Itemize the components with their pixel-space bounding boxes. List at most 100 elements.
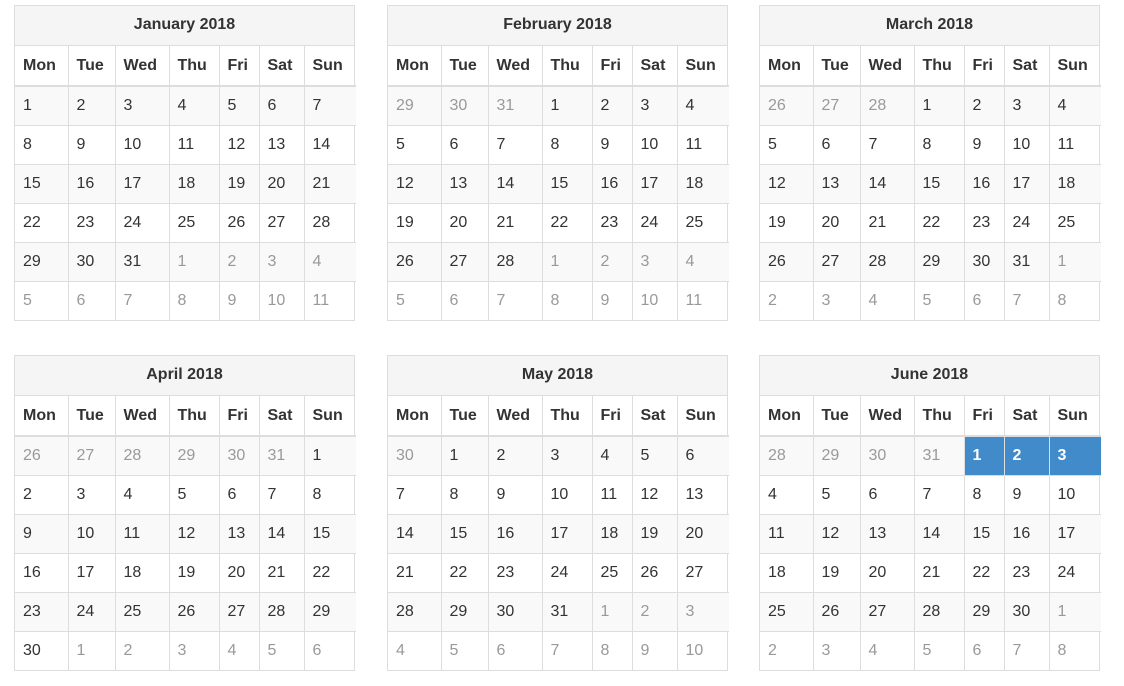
day-cell[interactable]: 2	[964, 86, 1005, 126]
day-cell[interactable]: 10	[68, 514, 116, 554]
day-cell[interactable]: 5	[15, 281, 69, 320]
day-cell[interactable]: 21	[860, 203, 915, 243]
day-cell[interactable]: 27	[441, 242, 489, 282]
day-cell[interactable]: 23	[592, 203, 633, 243]
day-cell[interactable]: 26	[760, 242, 814, 282]
day-cell[interactable]: 24	[68, 592, 116, 632]
day-cell[interactable]: 6	[964, 281, 1005, 320]
day-cell[interactable]: 28	[914, 592, 965, 632]
day-cell[interactable]: 25	[1049, 203, 1101, 243]
day-cell[interactable]: 3	[813, 281, 861, 320]
day-cell[interactable]: 1	[441, 436, 489, 476]
day-cell[interactable]: 29	[441, 592, 489, 632]
day-cell[interactable]: 5	[760, 125, 814, 165]
day-cell[interactable]: 5	[914, 631, 965, 670]
day-cell[interactable]: 4	[677, 86, 729, 126]
day-cell[interactable]: 5	[632, 436, 678, 476]
day-cell[interactable]: 12	[388, 164, 442, 204]
day-cell[interactable]: 22	[304, 553, 356, 593]
day-cell[interactable]: 8	[542, 125, 593, 165]
day-cell[interactable]: 26	[15, 436, 69, 476]
day-cell-selected[interactable]: 2	[1004, 436, 1050, 476]
day-cell[interactable]: 3	[259, 242, 305, 282]
day-cell-selected[interactable]: 1	[964, 436, 1005, 476]
day-cell[interactable]: 26	[760, 86, 814, 126]
day-cell[interactable]: 9	[592, 281, 633, 320]
day-cell[interactable]: 30	[1004, 592, 1050, 632]
day-cell[interactable]: 4	[388, 631, 442, 670]
day-cell[interactable]: 1	[15, 86, 69, 126]
day-cell[interactable]: 19	[813, 553, 861, 593]
day-cell[interactable]: 9	[68, 125, 116, 165]
day-cell[interactable]: 28	[115, 436, 170, 476]
day-cell[interactable]: 1	[169, 242, 220, 282]
day-cell[interactable]: 23	[68, 203, 116, 243]
day-cell[interactable]: 1	[1049, 242, 1101, 282]
day-cell[interactable]: 9	[964, 125, 1005, 165]
day-cell[interactable]: 26	[813, 592, 861, 632]
day-cell[interactable]: 29	[304, 592, 356, 632]
day-cell[interactable]: 24	[632, 203, 678, 243]
day-cell[interactable]: 6	[259, 86, 305, 126]
day-cell[interactable]: 13	[441, 164, 489, 204]
day-cell[interactable]: 25	[169, 203, 220, 243]
day-cell[interactable]: 20	[677, 514, 729, 554]
day-cell[interactable]: 2	[592, 242, 633, 282]
day-cell[interactable]: 24	[1049, 553, 1101, 593]
day-cell[interactable]: 17	[632, 164, 678, 204]
day-cell[interactable]: 30	[441, 86, 489, 126]
day-cell[interactable]: 7	[115, 281, 170, 320]
day-cell[interactable]: 4	[860, 631, 915, 670]
day-cell[interactable]: 4	[1049, 86, 1101, 126]
day-cell[interactable]: 31	[914, 436, 965, 476]
day-cell[interactable]: 6	[68, 281, 116, 320]
day-cell[interactable]: 2	[760, 631, 814, 670]
day-cell[interactable]: 28	[304, 203, 356, 243]
day-cell[interactable]: 9	[488, 475, 543, 515]
day-cell[interactable]: 19	[760, 203, 814, 243]
day-cell[interactable]: 11	[312, 291, 330, 309]
day-cell[interactable]: 6	[441, 281, 489, 320]
day-cell[interactable]: 17	[1004, 164, 1050, 204]
day-cell[interactable]: 18	[592, 514, 633, 554]
day-cell[interactable]: 26	[169, 592, 220, 632]
day-cell[interactable]: 15	[15, 164, 69, 204]
day-cell[interactable]: 28	[259, 592, 305, 632]
day-cell[interactable]: 12	[219, 125, 260, 165]
day-cell[interactable]: 11	[169, 125, 220, 165]
day-cell[interactable]: 31	[488, 86, 543, 126]
day-cell[interactable]: 22	[964, 553, 1005, 593]
day-cell[interactable]: 11	[592, 475, 633, 515]
day-cell[interactable]: 30	[488, 592, 543, 632]
day-cell[interactable]: 21	[388, 553, 442, 593]
day-cell[interactable]: 12	[813, 514, 861, 554]
day-cell[interactable]: 7	[488, 281, 543, 320]
day-cell[interactable]: 20	[860, 553, 915, 593]
day-cell[interactable]: 10	[115, 125, 170, 165]
day-cell[interactable]: 14	[388, 514, 442, 554]
day-cell[interactable]: 7	[542, 631, 593, 670]
day-cell[interactable]: 3	[169, 631, 220, 670]
day-cell[interactable]: 7	[1004, 631, 1050, 670]
day-cell[interactable]: 8	[304, 475, 356, 515]
day-cell[interactable]: 29	[964, 592, 1005, 632]
day-cell[interactable]: 31	[259, 436, 305, 476]
day-cell[interactable]: 1	[68, 631, 116, 670]
day-cell[interactable]: 28	[860, 242, 915, 282]
day-cell[interactable]: 17	[1049, 514, 1101, 554]
day-cell[interactable]: 14	[860, 164, 915, 204]
day-cell[interactable]: 24	[542, 553, 593, 593]
day-cell[interactable]: 1	[304, 436, 356, 476]
day-cell[interactable]: 5	[441, 631, 489, 670]
day-cell[interactable]: 18	[1049, 164, 1101, 204]
day-cell[interactable]: 22	[914, 203, 965, 243]
day-cell[interactable]: 6	[488, 631, 543, 670]
day-cell[interactable]: 19	[632, 514, 678, 554]
day-cell[interactable]: 5	[388, 125, 442, 165]
day-cell[interactable]: 11	[1049, 125, 1101, 165]
day-cell[interactable]: 27	[219, 592, 260, 632]
day-cell[interactable]: 29	[388, 86, 442, 126]
day-cell[interactable]: 4	[760, 475, 814, 515]
day-cell[interactable]: 5	[259, 631, 305, 670]
day-cell[interactable]: 4	[219, 631, 260, 670]
